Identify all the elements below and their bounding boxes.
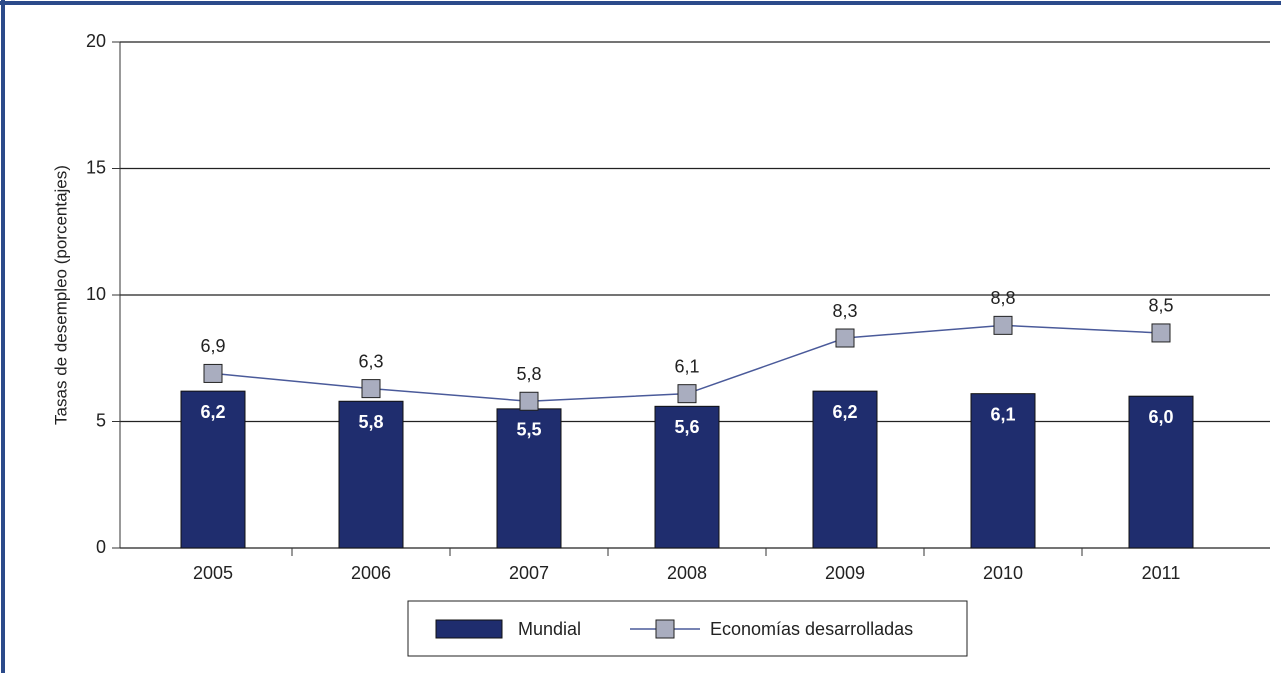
marker [835,328,855,348]
y-tick-label: 10 [86,284,106,304]
marker [519,391,539,411]
marker [361,379,381,399]
bar [180,390,246,549]
marker [1151,323,1171,343]
marker [203,363,223,383]
bar [338,400,404,549]
line-value-label: 6,1 [674,356,699,376]
bar-value-label: 5,6 [674,417,699,437]
line-value-label: 8,3 [832,301,857,321]
legend-label: Mundial [518,619,581,639]
y-tick-label: 20 [86,31,106,51]
line-value-label: 6,3 [358,351,383,371]
bar-value-label: 5,8 [358,412,383,432]
bar [654,405,720,549]
bar [970,393,1036,549]
y-tick-label: 0 [96,537,106,557]
marker [677,384,697,404]
bar-value-label: 6,0 [1148,407,1173,427]
line-value-label: 6,9 [200,336,225,356]
x-tick-label: 2006 [351,563,391,583]
line-value-label: 8,8 [990,288,1015,308]
bar-value-label: 6,1 [990,404,1015,424]
legend-swatch [435,619,503,639]
legend-marker [655,619,675,639]
x-tick-label: 2010 [983,563,1023,583]
x-tick-label: 2007 [509,563,549,583]
line-value-label: 5,8 [516,364,541,384]
x-tick-label: 2008 [667,563,707,583]
marker [993,315,1013,335]
bar [812,390,878,549]
bar-value-label: 5,5 [516,420,541,440]
y-tick-label: 5 [96,410,106,430]
bar-value-label: 6,2 [200,402,225,422]
x-tick-label: 2009 [825,563,865,583]
x-tick-label: 2011 [1142,563,1181,583]
bar-value-label: 6,2 [832,402,857,422]
y-axis-label: Tasas de desempleo (porcentajes) [51,165,70,425]
legend-label: Economías desarrolladas [710,619,913,639]
y-tick-label: 15 [86,157,106,177]
bar [1128,395,1194,549]
x-tick-label: 2005 [193,563,233,583]
bar [496,408,562,549]
line-value-label: 8,5 [1148,296,1173,316]
